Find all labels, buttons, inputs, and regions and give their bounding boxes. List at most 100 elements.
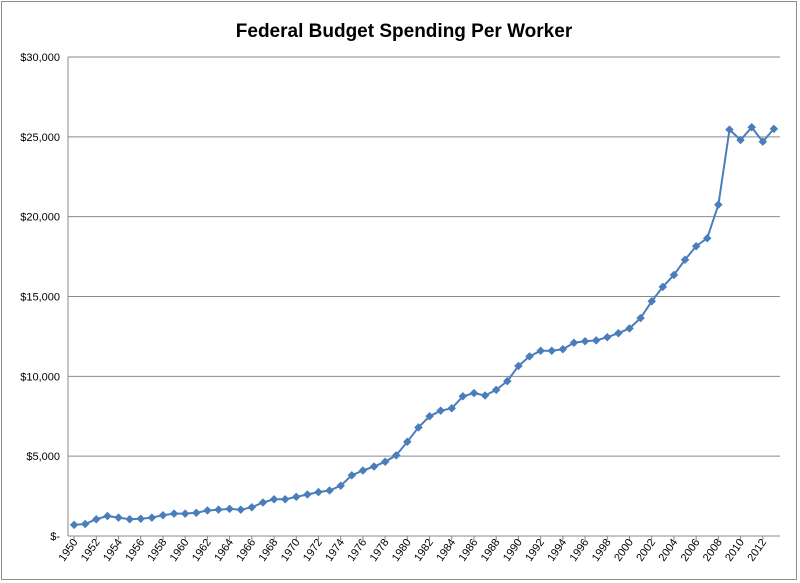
x-tick-label: 1976 [345,537,369,564]
data-point-marker [214,505,223,515]
data-point-marker [258,498,268,507]
x-tick-label: 1988 [479,537,503,564]
data-point-marker [713,200,723,210]
x-tick-label: 1958 [146,537,170,564]
data-point-marker [169,509,179,519]
x-tick-label: 1992 [523,537,547,564]
data-point-marker [491,385,501,395]
data-point-marker [291,492,301,502]
x-tick-label: 2004 [657,537,681,564]
x-tick-label: 2012 [745,537,769,564]
data-point-marker [391,451,401,460]
data-point-marker [558,344,568,354]
data-point-marker [514,361,523,371]
data-point-marker [325,486,334,495]
data-point-marker [369,462,379,471]
y-tick-label: $15,000 [20,292,60,304]
data-point-marker [736,135,745,145]
data-point-marker [636,313,645,323]
data-point-marker [402,437,412,447]
data-point-marker [203,506,212,515]
y-tick-label: $10,000 [20,371,60,383]
data-point-marker [525,352,534,361]
x-tick-label: 1996 [568,537,592,564]
data-point-marker [747,122,757,132]
data-point-marker [269,494,279,504]
data-point-marker [158,510,168,520]
y-tick-label: $25,000 [20,132,60,144]
data-point-marker [347,470,357,480]
chart-title: Federal Budget Spending Per Worker [236,21,573,42]
x-tick-label: 2010 [723,537,747,564]
data-point-marker [647,296,657,306]
x-tick-label: 2002 [634,537,658,564]
x-tick-label: 1990 [501,537,525,564]
x-tick-label: 1984 [434,537,458,564]
data-point-marker [569,338,579,348]
data-point-marker [147,513,157,522]
x-tick-label: 1982 [412,537,436,564]
x-tick-label: 1950 [57,537,81,564]
x-tick-label: 1956 [123,537,147,564]
data-point-marker [380,457,390,467]
x-axis-ticks: 1950195219541956195819601962196419661968… [57,536,769,564]
data-point-marker [536,346,545,356]
data-point-marker [702,233,712,243]
data-point-marker [91,514,101,524]
data-point-marker [447,403,457,413]
x-tick-label: 1986 [457,537,481,564]
data-point-marker [691,241,701,251]
x-tick-label: 1970 [279,537,303,564]
y-tick-label: $- [50,531,60,543]
data-point-marker [758,137,768,146]
x-tick-label: 2000 [612,537,636,564]
x-tick-label: 1974 [323,537,347,564]
data-point-marker [358,466,368,475]
x-tick-label: 1972 [301,537,325,564]
data-point-marker [225,504,234,514]
data-point-marker [458,391,468,401]
data-point-marker [469,388,479,398]
data-point-marker [236,505,246,515]
data-point-marker [414,423,423,432]
data-point-marker [725,125,734,135]
data-point-marker [136,514,146,524]
x-tick-label: 2008 [701,537,725,564]
data-point-marker [547,346,557,356]
data-point-marker [247,502,257,512]
data-point-marker [769,124,779,134]
x-tick-label: 1994 [545,537,569,564]
series-line [74,126,775,526]
x-tick-label: 1964 [212,537,236,564]
data-point-marker [602,332,612,342]
data-point-marker [314,487,323,497]
data-point-marker [103,511,112,521]
x-tick-label: 1954 [101,537,125,564]
x-tick-label: 1966 [234,537,258,564]
data-point-marker [180,509,190,519]
gridlines [67,56,780,537]
y-tick-label: $5,000 [26,451,60,463]
data-point-marker [303,490,312,499]
data-point-marker [114,513,123,522]
data-point-marker [125,514,135,524]
data-point-marker [480,391,490,400]
data-point-marker [669,270,679,280]
data-point-marker [436,406,446,416]
x-tick-label: 1998 [590,537,614,564]
x-tick-label: 1980 [390,537,414,564]
x-tick-label: 1960 [168,537,192,564]
data-point-marker [425,411,434,421]
x-tick-label: 1962 [190,537,214,564]
data-point-marker [580,336,590,346]
y-axis-ticks: $- $5,000 $10,000 $15,000 $20,000 $25,000 $30,… [20,52,60,543]
y-tick-label: $30,000 [20,52,60,64]
data-point-marker [591,336,601,345]
data-point-marker [502,376,512,386]
data-point-marker [280,494,290,504]
x-tick-label: 1952 [79,537,103,564]
series-layer [69,122,779,530]
x-tick-label: 2006 [679,537,703,564]
